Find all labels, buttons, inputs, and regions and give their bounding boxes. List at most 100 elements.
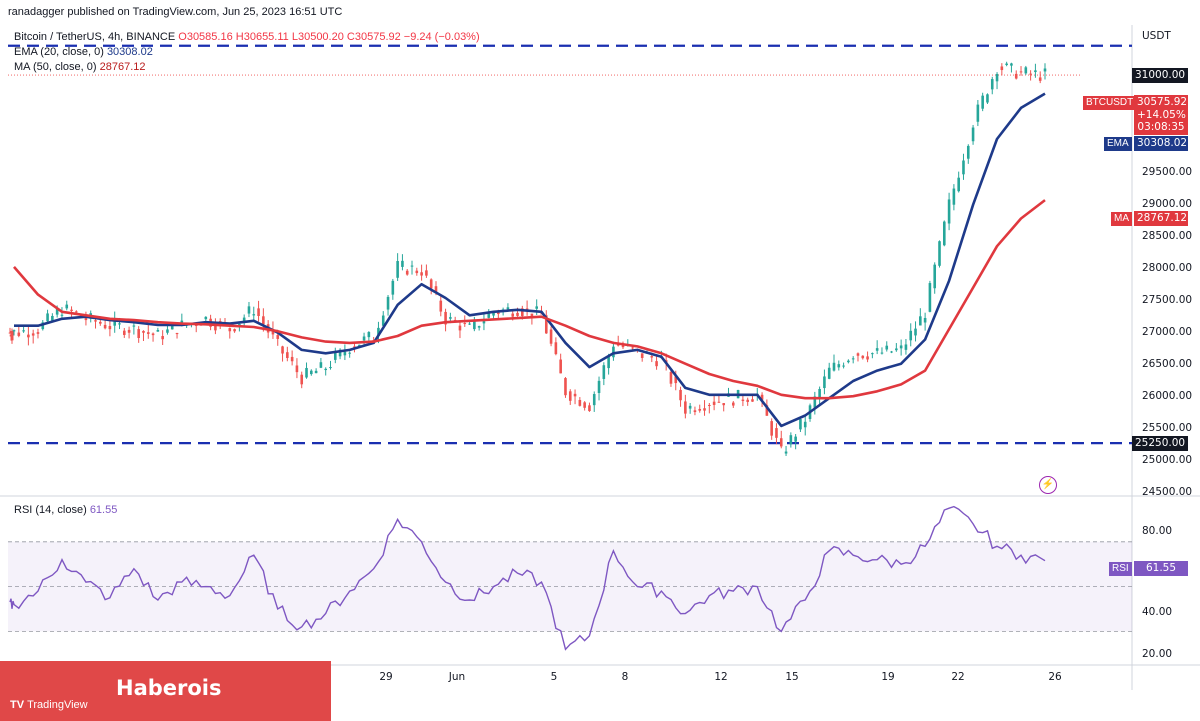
candle-down	[583, 402, 586, 408]
candle-down	[99, 321, 102, 324]
candle-up	[904, 344, 908, 350]
candle-up	[995, 74, 999, 82]
candle-up	[51, 315, 54, 321]
candle-down	[640, 353, 644, 358]
price-tick: 28500.00	[1142, 230, 1193, 242]
lightning-icon[interactable]: ⚡	[1039, 476, 1057, 494]
countdown: 03:08:35	[1137, 121, 1185, 133]
candle-down	[732, 402, 735, 406]
candle-down	[127, 329, 131, 333]
candle-down	[214, 324, 217, 331]
ema-legend-value: 30308.02	[106, 46, 153, 58]
candle-up	[247, 306, 251, 314]
candle-up	[612, 346, 615, 358]
candle-down	[146, 332, 150, 334]
candle-up	[952, 188, 956, 205]
candle-up	[343, 351, 347, 356]
candle-up	[986, 94, 989, 103]
price-tick: 25000.00	[1142, 454, 1193, 466]
rsi-legend[interactable]: RSI (14, close) 61.55	[14, 504, 117, 516]
ma-legend[interactable]: MA (50, close, 0) 28767.12	[14, 61, 146, 73]
candle-up	[1024, 67, 1028, 74]
candle-up	[348, 352, 351, 354]
candle-up	[410, 265, 414, 267]
candle-down	[194, 324, 198, 326]
candle-up	[357, 344, 361, 346]
candle-down	[751, 399, 754, 402]
candle-down	[257, 308, 260, 317]
candle-up	[871, 353, 874, 355]
candle-down	[1038, 77, 1042, 81]
candle-down	[717, 401, 721, 403]
candle-down	[866, 356, 869, 360]
tradingview-logo: TV TradingView	[10, 699, 88, 711]
ema-line	[14, 92, 1046, 428]
candle-down	[631, 347, 634, 349]
candle-up	[65, 304, 69, 309]
candle-down	[218, 321, 222, 323]
time-tick: 8	[621, 671, 629, 683]
candle-up	[391, 280, 395, 295]
candle-down	[36, 332, 40, 334]
candle-up	[482, 321, 486, 324]
time-tick: 22	[951, 671, 965, 683]
ema-name-tag: EMA	[1104, 137, 1132, 151]
candle-down	[405, 270, 409, 275]
candle-down	[693, 410, 697, 413]
candle-up	[818, 389, 821, 400]
candle-up	[396, 261, 399, 278]
candle-up	[597, 380, 601, 394]
candle-up	[468, 323, 471, 325]
candle-up	[60, 314, 64, 316]
rsi-legend-value: 61.55	[89, 504, 118, 516]
candle-down	[84, 317, 88, 321]
candle-up	[401, 260, 404, 267]
candle-up	[305, 367, 308, 378]
candle-down	[286, 352, 289, 359]
candle-up	[1005, 63, 1008, 66]
candle-up	[55, 308, 59, 315]
candle-up	[919, 316, 922, 326]
candle-up	[242, 317, 246, 322]
candle-down	[271, 329, 275, 335]
candle-up	[113, 319, 117, 326]
candle-down	[8, 332, 12, 334]
candle-up	[506, 307, 510, 310]
ema-value-tag: 30308.02	[1134, 136, 1188, 151]
candle-up	[895, 348, 898, 351]
ema-legend[interactable]: EMA (20, close, 0) 30308.02	[14, 46, 153, 58]
candle-up	[784, 451, 788, 454]
candle-down	[290, 356, 294, 362]
candle-down	[17, 332, 21, 336]
candle-up	[1034, 70, 1037, 73]
candle-down	[530, 313, 534, 318]
rsi-tick: 40.00	[1142, 606, 1173, 618]
candle-up	[592, 394, 596, 406]
ema-legend-label: EMA (20, close, 0)	[14, 46, 104, 58]
candle-up	[875, 348, 879, 351]
candle-up	[971, 127, 975, 142]
candle-down	[103, 324, 107, 329]
ohlc-high: H30655.11	[235, 31, 289, 43]
price-tick: 29000.00	[1142, 198, 1193, 210]
candle-up	[966, 145, 970, 159]
candle-down	[559, 359, 562, 374]
candle-up	[957, 177, 960, 192]
candle-down	[684, 401, 687, 414]
candle-down	[564, 378, 567, 396]
candle-up	[789, 435, 793, 445]
price-tick: 28000.00	[1142, 262, 1193, 274]
candle-up	[909, 330, 913, 341]
candle-down	[669, 371, 673, 384]
candle-up	[473, 319, 476, 330]
candle-down	[511, 313, 515, 317]
rsi-legend-label: RSI (14, close)	[14, 504, 87, 516]
ma-name-tag: MA	[1111, 212, 1132, 226]
candle-down	[679, 389, 682, 401]
candle-up	[938, 241, 941, 266]
candle-up	[22, 330, 25, 332]
candle-up	[118, 323, 121, 325]
candle-up	[947, 199, 951, 224]
candle-up	[487, 313, 491, 318]
